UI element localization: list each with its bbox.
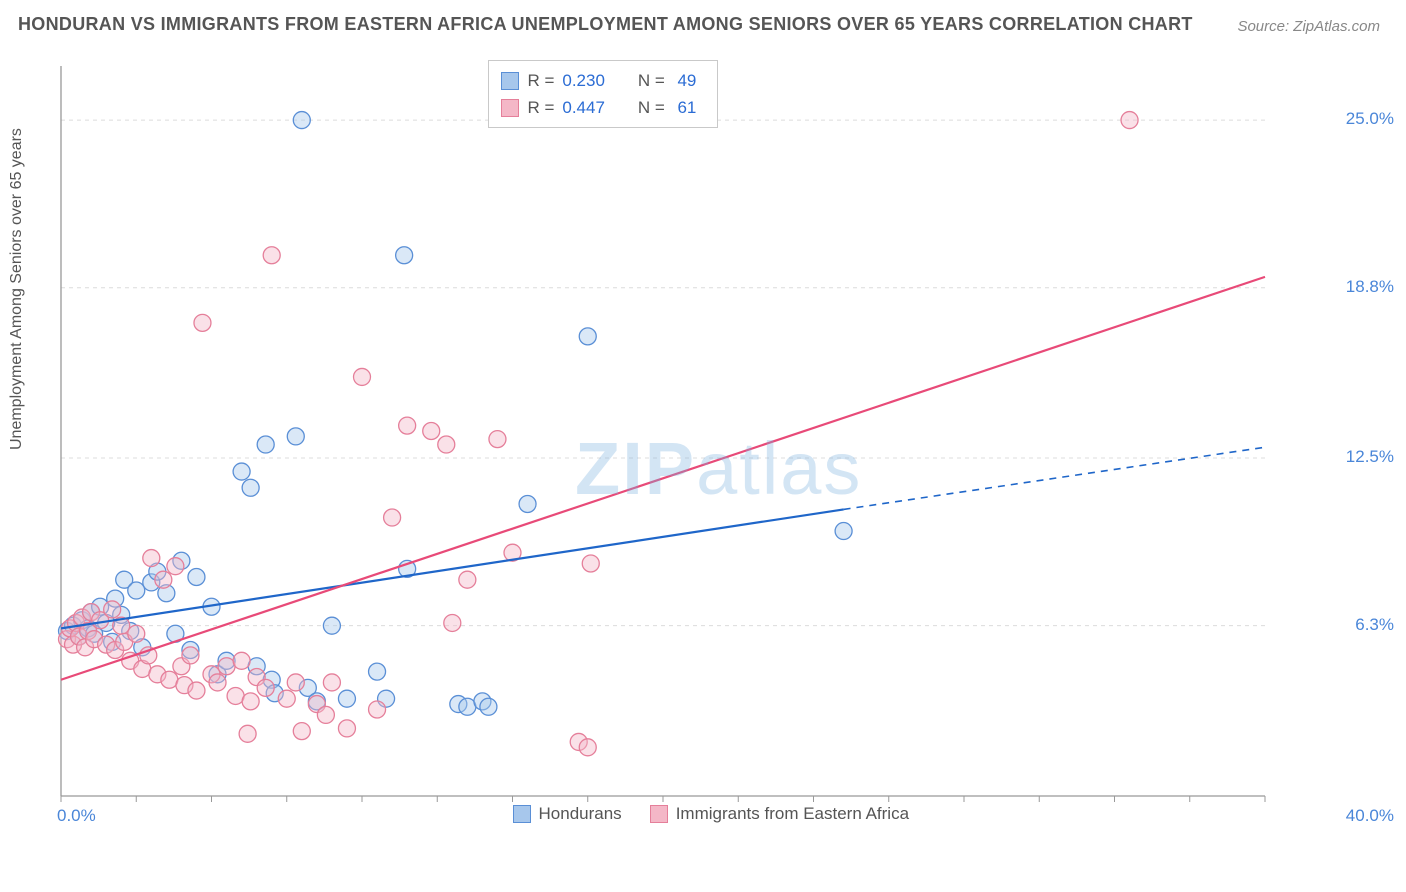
- legend-swatch: [650, 805, 668, 823]
- legend-swatch: [501, 99, 519, 117]
- plot-area: ZIPatlas: [55, 56, 1335, 826]
- x-tick-right: 40.0%: [1346, 806, 1394, 826]
- legend-r-label: R =: [527, 67, 554, 94]
- x-tick-left: 0.0%: [57, 806, 96, 826]
- legend-swatch: [513, 805, 531, 823]
- legend-r-value: 0.230: [562, 67, 620, 94]
- legend-swatch: [501, 72, 519, 90]
- correlation-legend: R = 0.230 N = 49 R = 0.447 N = 61: [488, 60, 717, 128]
- legend-series-item: Immigrants from Eastern Africa: [650, 804, 909, 824]
- legend-n-label: N =: [628, 67, 664, 94]
- legend-r-label: R =: [527, 94, 554, 121]
- legend-series-label: Hondurans: [539, 804, 622, 824]
- legend-series-item: Hondurans: [513, 804, 622, 824]
- series-legend: Hondurans Immigrants from Eastern Africa: [513, 804, 910, 824]
- legend-correlation-row: R = 0.230 N = 49: [501, 67, 704, 94]
- y-axis-label: Unemployment Among Seniors over 65 years: [8, 128, 26, 450]
- source-attribution: Source: ZipAtlas.com: [1237, 18, 1380, 35]
- legend-series-label: Immigrants from Eastern Africa: [676, 804, 909, 824]
- legend-r-value: 0.447: [562, 94, 620, 121]
- legend-n-value: 49: [673, 67, 705, 94]
- legend-n-value: 61: [673, 94, 705, 121]
- y-tick-label: 18.8%: [1346, 277, 1394, 297]
- chart-title: HONDURAN VS IMMIGRANTS FROM EASTERN AFRI…: [18, 14, 1193, 35]
- y-tick-label: 25.0%: [1346, 109, 1394, 129]
- y-tick-label: 6.3%: [1355, 615, 1394, 635]
- scatter-chart-svg: [55, 56, 1335, 826]
- legend-n-label: N =: [628, 94, 664, 121]
- y-tick-label: 12.5%: [1346, 447, 1394, 467]
- legend-correlation-row: R = 0.447 N = 61: [501, 94, 704, 121]
